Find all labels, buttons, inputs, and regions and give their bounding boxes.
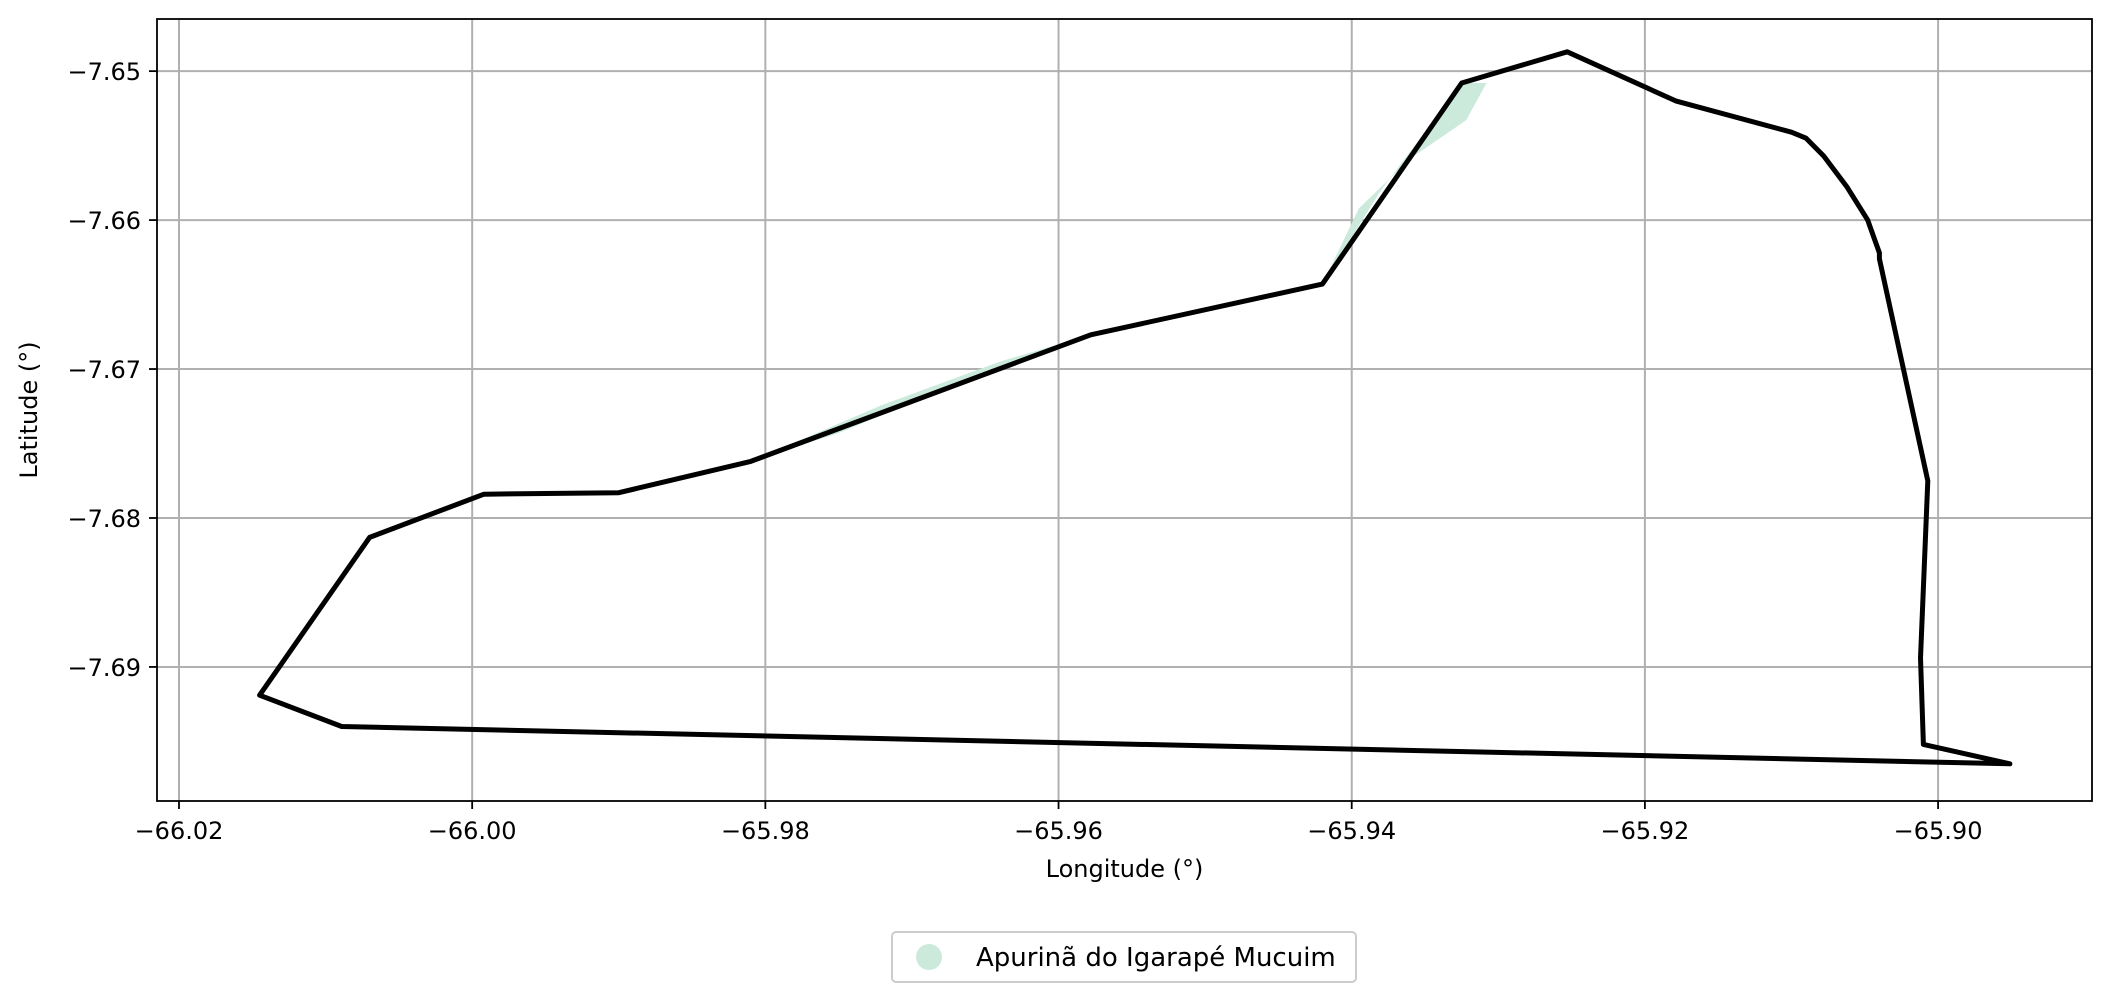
plot-frame	[156, 18, 2093, 802]
y-axis-ticks: −7.65 −7.66 −7.67 −7.68 −7.69	[67, 58, 157, 682]
legend-swatch	[916, 944, 942, 970]
x-axis-label: Longitude (°)	[1046, 855, 1204, 883]
x-tick-label: −66.02	[135, 817, 224, 845]
legend-box	[891, 931, 1357, 983]
x-tick-label: −65.94	[1307, 817, 1396, 845]
y-tick-label: −7.69	[67, 654, 141, 682]
y-tick-label: −7.68	[67, 505, 141, 533]
x-tick-label: −66.00	[428, 817, 517, 845]
territory-fill	[750, 83, 1487, 462]
y-tick-label: −7.65	[67, 58, 141, 86]
grid-lines	[157, 19, 2092, 801]
legend-label: Apurinã do Igarapé Mucuim	[976, 943, 1336, 973]
legend: Apurinã do Igarapé Mucuim	[891, 931, 1357, 983]
y-axis-label: Latitude (°)	[15, 341, 43, 478]
x-tick-label: −65.90	[1894, 817, 1983, 845]
x-axis-ticks: −66.02 −66.00 −65.98 −65.96 −65.94 −65.92 −65.…	[135, 801, 1983, 845]
y-tick-label: −7.66	[67, 207, 141, 235]
y-tick-label: −7.67	[67, 356, 141, 384]
territory-boundary	[257, 49, 2013, 767]
x-tick-label: −65.96	[1014, 817, 1103, 845]
x-tick-label: −65.98	[721, 817, 810, 845]
x-tick-label: −65.92	[1600, 817, 1689, 845]
